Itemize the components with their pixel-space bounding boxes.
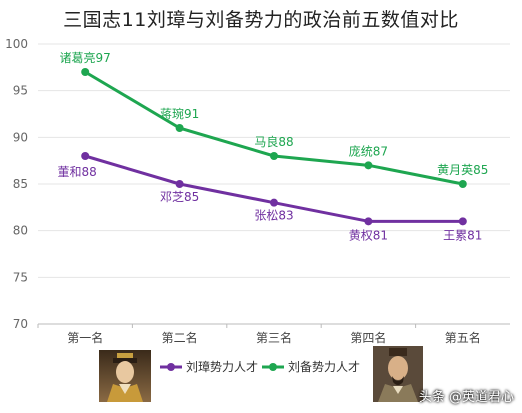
liu-zhang-portrait xyxy=(99,350,151,402)
y-axis-ticks: 70 75 80 85 90 95 100 xyxy=(5,37,28,331)
data-label: 庞统87 xyxy=(349,143,388,158)
data-label: 诸葛亮97 xyxy=(60,50,111,65)
x-tick-label: 第四名 xyxy=(350,330,386,345)
y-tick-label: 75 xyxy=(13,270,28,284)
data-point xyxy=(270,152,278,160)
legend-swatch-point xyxy=(269,363,277,371)
x-tick-label: 第五名 xyxy=(445,330,481,345)
data-point xyxy=(175,124,184,132)
legend-swatch-point xyxy=(167,363,175,371)
x-tick-label: 第二名 xyxy=(162,330,198,345)
data-point xyxy=(81,68,90,76)
data-labels-layer: 董和88 邓芝85 张松83 黄权81 王累81 诸葛亮97 蒋琬91 马良88 庞统87 黄月英… xyxy=(58,50,489,242)
series-line xyxy=(84,70,464,186)
data-label: 董和88 xyxy=(58,165,97,179)
data-point xyxy=(364,161,373,170)
x-axis-ticks: 第一名 第二名 第三名 第四名 第五名 xyxy=(67,330,481,345)
x-tick-label: 第三名 xyxy=(256,330,292,345)
x-tick-label: 第一名 xyxy=(67,330,103,345)
data-point xyxy=(364,217,373,226)
data-point xyxy=(270,198,278,207)
legend: 刘璋势力人才 刘备势力人才 xyxy=(160,359,360,374)
series-layer xyxy=(81,68,467,226)
data-point xyxy=(175,180,184,188)
data-label: 马良88 xyxy=(254,134,293,149)
chart-title: 三国志11刘璋与刘备势力的政治前五数值对比 xyxy=(63,9,459,31)
legend-label: 刘备势力人才 xyxy=(288,360,360,374)
data-point xyxy=(458,217,467,226)
data-label: 邓芝85 xyxy=(160,189,199,204)
data-point xyxy=(81,152,90,160)
y-tick-label: 100 xyxy=(5,37,28,51)
data-label: 张松83 xyxy=(254,209,293,223)
y-tick-label: 90 xyxy=(13,130,28,144)
data-label: 蒋琬91 xyxy=(160,106,199,121)
y-tick-label: 80 xyxy=(13,224,28,238)
legend-label: 刘璋势力人才 xyxy=(186,359,258,374)
data-label: 黄权81 xyxy=(349,228,388,242)
watermark: 头条 @英道君心 xyxy=(418,390,514,405)
y-tick-label: 95 xyxy=(13,84,28,98)
grid-lines xyxy=(37,43,510,328)
data-point xyxy=(458,180,467,188)
data-label: 黄月英85 xyxy=(437,163,488,177)
liu-bei-portrait xyxy=(373,346,423,402)
data-label: 王累81 xyxy=(443,228,482,242)
y-tick-label: 85 xyxy=(13,177,28,191)
y-tick-label: 70 xyxy=(13,317,28,331)
